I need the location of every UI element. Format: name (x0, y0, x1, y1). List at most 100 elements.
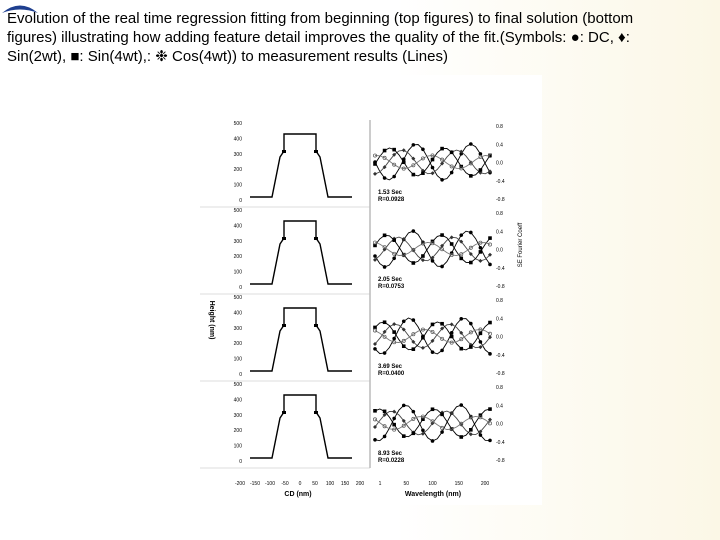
panel-time-label: 8.93 Sec (378, 451, 403, 457)
sin2wt-marker (420, 258, 425, 263)
sin4wt-marker (488, 153, 492, 158)
cos4wt-marker (468, 330, 473, 335)
sin2wt-marker (459, 149, 464, 154)
left-ytick-label: 0 (239, 198, 242, 204)
sin4wt-marker (440, 146, 444, 151)
dc-marker (459, 233, 464, 237)
sin4wt-marker (478, 331, 483, 336)
figure-svg: 5004003002001000500400300200100050040030… (200, 75, 542, 505)
cos4wt-marker (430, 419, 435, 424)
sin2wt-marker (430, 338, 435, 343)
sin4wt-marker (430, 407, 435, 412)
sin4wt-marker (469, 345, 473, 349)
cos4wt-marker (373, 153, 377, 158)
sin2wt-marker (382, 412, 387, 417)
sin4wt-marker (411, 431, 416, 436)
cos4wt-marker (449, 253, 454, 257)
dc-marker (478, 246, 483, 250)
sin4wt-marker (421, 254, 425, 258)
left-ytick-label: 100 (234, 183, 243, 189)
right-ytick-label: -0.4 (496, 179, 505, 185)
left-xlabel: CD (nm) (284, 491, 311, 498)
cos4wt-marker (430, 153, 435, 158)
dc-marker (488, 352, 492, 356)
dc-marker (411, 229, 416, 233)
right-xtick-label: 200 (481, 481, 490, 487)
profile-marker (282, 237, 286, 240)
dc-marker (430, 350, 435, 354)
sin2wt-marker (373, 257, 377, 262)
cos4wt-marker (373, 240, 377, 245)
dc-marker (382, 434, 387, 439)
right-ytick-label: 0.8 (496, 211, 503, 217)
sin2wt-symbol-icon: ♦ (618, 29, 626, 46)
dc-marker (421, 147, 425, 152)
sin4wt-marker (488, 236, 492, 240)
left-ytick-label: 100 (234, 357, 243, 363)
dc-symbol-icon: ● (570, 29, 580, 46)
dc-marker (392, 174, 396, 179)
caption-line-2c: : (625, 29, 630, 46)
sin2wt-marker (382, 165, 387, 170)
cos4wt-marker (478, 240, 483, 245)
left-ytick-label: 0 (239, 285, 242, 291)
sin2wt-marker (440, 243, 445, 248)
sin4wt-marker (392, 238, 396, 242)
sin2wt-marker (468, 432, 473, 437)
cos4wt-marker (430, 329, 435, 334)
right-ytick-label: 0.0 (496, 335, 503, 341)
sin2wt-marker (478, 170, 483, 175)
cos4wt-marker (420, 241, 425, 246)
right-ytick-label: -0.8 (496, 458, 505, 464)
caption-line-3c: Cos(4wt)) to measurement results (Lines) (167, 48, 448, 65)
sin4wt-marker (478, 413, 483, 417)
sin4wt-marker (488, 407, 492, 411)
sin4wt-marker (440, 412, 444, 417)
sin2wt-marker (478, 429, 483, 434)
sin4wt-marker (382, 148, 387, 153)
sin2wt-marker (401, 418, 406, 423)
dc-marker (430, 439, 435, 443)
right-ytick-label: 0.8 (496, 124, 503, 130)
left-xtick-label: -200 (235, 481, 245, 487)
sin4wt-marker (401, 344, 406, 349)
sin4wt-marker (392, 330, 396, 334)
left-ylabel: Height (nm) (208, 301, 215, 340)
sin4wt-marker (469, 428, 473, 432)
dc-marker (392, 416, 396, 421)
left-xtick-label: 50 (312, 481, 318, 487)
sin4wt-marker (430, 322, 435, 327)
left-ytick-label: 500 (234, 295, 243, 301)
sin2wt-marker (401, 148, 406, 153)
profile-marker (314, 150, 318, 153)
dc-marker (392, 336, 396, 341)
sin2wt-marker (401, 237, 406, 242)
dc-marker (401, 403, 406, 408)
right-ytick-label: -0.8 (496, 284, 505, 290)
cos4wt-marker (411, 332, 416, 337)
cos4wt-marker (449, 427, 454, 432)
panel-time-label: 3.69 Sec (378, 364, 403, 370)
dc-marker (478, 340, 483, 344)
caption-line-1: Evolution of the real time regression fi… (7, 10, 634, 27)
profile-marker (282, 150, 286, 153)
right-ytick-label: -0.4 (496, 266, 505, 272)
right-ytick-label: -0.8 (496, 371, 505, 377)
sin2wt-marker (488, 169, 492, 174)
cos4wt-marker (420, 327, 425, 332)
left-ytick-label: 300 (234, 326, 243, 332)
sin2wt-marker (488, 252, 492, 257)
cos4wt-marker (440, 247, 445, 252)
left-xtick-label: 0 (299, 481, 302, 487)
sin4wt-marker (373, 408, 377, 413)
sin4wt-marker (401, 434, 406, 438)
cos4wt-marker (392, 427, 397, 432)
right-xtick-label: 50 (403, 481, 409, 487)
left-ytick-label: 400 (234, 310, 243, 316)
left-ytick-label: 300 (234, 413, 243, 419)
sin4wt-marker (440, 233, 444, 237)
sin2wt-marker (411, 339, 416, 344)
cos4wt-marker (373, 328, 377, 333)
sin4wt-marker (449, 150, 454, 155)
sin2wt-marker (411, 156, 416, 161)
